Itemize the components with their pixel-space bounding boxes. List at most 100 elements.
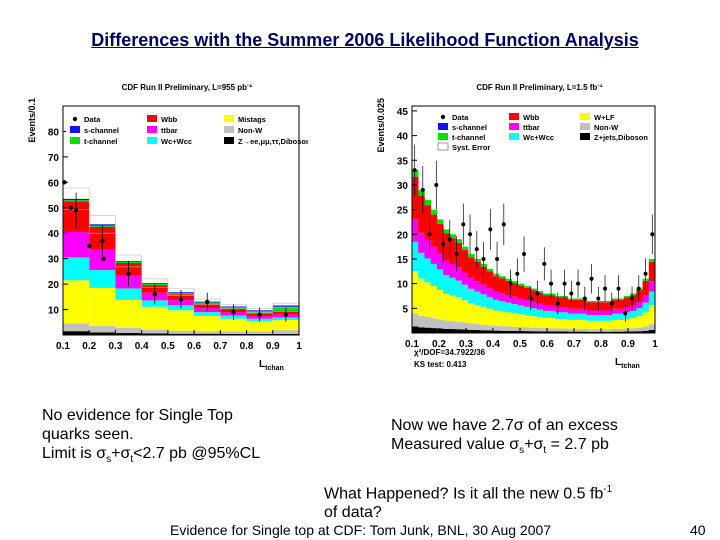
right-bar-ttbar bbox=[480, 284, 488, 295]
left-bar-wcc bbox=[89, 270, 116, 288]
right-bar-t_channel bbox=[505, 278, 512, 281]
right-legend-swatch bbox=[580, 123, 590, 130]
right-bar-ttbar bbox=[630, 305, 637, 311]
right-bar-wcc bbox=[524, 306, 531, 316]
right-bar-wbb bbox=[412, 176, 419, 220]
right-bar-mistags bbox=[555, 318, 562, 329]
left-xtick-label: 0.6 bbox=[187, 341, 201, 352]
right-bar-wbb bbox=[598, 302, 606, 311]
left-bar-wcc bbox=[194, 312, 221, 316]
right-bar-mistags bbox=[493, 310, 500, 326]
right-bar-wcc bbox=[567, 313, 575, 320]
right-bar-dibosons bbox=[623, 331, 631, 333]
right-bar-ttbar bbox=[567, 308, 575, 314]
right-bar-wbb bbox=[486, 271, 494, 289]
right-bar-wbb bbox=[511, 283, 519, 297]
right-bar-nonw bbox=[636, 327, 643, 332]
left-bar-nonw bbox=[63, 323, 90, 332]
left-data-point bbox=[257, 312, 262, 317]
right-bar-t_channel bbox=[574, 298, 581, 300]
right-data-point bbox=[636, 286, 641, 291]
right-bar-dibosons bbox=[443, 328, 450, 333]
right-legend-swatch bbox=[580, 133, 590, 140]
left-note-line3: Limit is σs+σt<2.7 pb @95%CL bbox=[42, 445, 261, 466]
right-bar-wcc bbox=[574, 313, 581, 320]
left-legend-marker-data bbox=[72, 116, 78, 122]
right-bar-nonw bbox=[623, 328, 631, 332]
right-bar-nonw bbox=[617, 328, 625, 332]
right-bar-wcc bbox=[648, 291, 656, 305]
slide-title: Differences with the Summer 2006 Likelih… bbox=[91, 30, 639, 50]
left-ytick-label: 50 bbox=[48, 204, 60, 215]
right-bar-ttbar bbox=[418, 232, 425, 253]
right-data-point bbox=[454, 252, 459, 257]
left-xtick-label: 0.4 bbox=[135, 341, 149, 352]
right-bar-wcc bbox=[474, 291, 481, 305]
right-bar-ttbar bbox=[499, 293, 506, 302]
right-bar-wcc bbox=[636, 308, 643, 317]
left-bar-dibosons bbox=[272, 333, 299, 335]
right-bar-wbb bbox=[580, 299, 587, 309]
right-bar-wbb bbox=[474, 261, 481, 282]
right-bar-mistags bbox=[549, 317, 556, 329]
left-title: CDF Run II Preliminary, L=955 pb-1 bbox=[122, 84, 253, 92]
left-data-point bbox=[126, 271, 131, 277]
right-data-point bbox=[468, 232, 473, 237]
right-bar-nonw bbox=[524, 327, 531, 332]
right-bar-mistags bbox=[461, 300, 469, 323]
right-legend-label: Syst. Error bbox=[452, 143, 490, 152]
left-data-point bbox=[178, 297, 184, 302]
right-bar-mistags bbox=[561, 318, 569, 329]
right-bar-nonw bbox=[611, 328, 618, 332]
right-bar-wcc bbox=[555, 312, 562, 319]
right-bar-nonw bbox=[605, 329, 612, 332]
right-bar-mistags bbox=[623, 318, 631, 329]
right-bar-mistags bbox=[511, 313, 519, 327]
right-legend-swatch bbox=[509, 133, 519, 140]
left-legend-label: Wc+Wcc bbox=[161, 137, 192, 146]
right-bar-mistags bbox=[598, 320, 606, 330]
right-xtick-label: 0.2 bbox=[432, 339, 446, 350]
right-bar-ttbar bbox=[468, 277, 475, 289]
right-bar-wcc bbox=[443, 274, 450, 294]
right-bar-nonw bbox=[449, 321, 456, 330]
left-bar-nonw bbox=[141, 329, 168, 334]
right-bar-wcc bbox=[598, 315, 606, 321]
right-bar-wcc bbox=[580, 313, 587, 320]
right-xtick-label: 0.7 bbox=[567, 339, 581, 350]
left-legend-swatch bbox=[147, 115, 157, 122]
right-bar-mistags bbox=[648, 304, 656, 325]
left-bar-s_channel bbox=[272, 305, 299, 307]
right-bar-t_channel bbox=[468, 254, 475, 258]
right-bar-nonw bbox=[530, 327, 537, 332]
right-bar-dibosons bbox=[561, 331, 569, 333]
right-bar-wcc bbox=[436, 269, 444, 290]
right-stat-line2: KS test: 0.413 bbox=[414, 360, 467, 369]
left-bar-ttbar bbox=[63, 231, 90, 258]
right-bar-t_channel bbox=[449, 234, 456, 239]
left-bar-nonw bbox=[167, 330, 195, 334]
right-bar-wbb bbox=[623, 297, 631, 308]
right-bar-mistags bbox=[517, 314, 525, 328]
right-title: CDF Run II Preliminary, L=1.5 fb-1 bbox=[476, 84, 603, 92]
right-bar-ttbar bbox=[555, 307, 562, 313]
right-bar-ttbar bbox=[536, 303, 544, 310]
right-bar-nonw bbox=[517, 327, 525, 332]
right-bar-dibosons bbox=[455, 329, 463, 333]
right-data-point bbox=[643, 271, 648, 276]
left-bar-nonw bbox=[246, 331, 273, 334]
right-bar-ttbar bbox=[623, 307, 631, 313]
right-bar-mistags bbox=[418, 278, 425, 316]
right-bar-wcc bbox=[412, 241, 419, 272]
right-bar-ttbar bbox=[580, 308, 587, 314]
right-bar-dibosons bbox=[555, 331, 562, 333]
right-bar-nonw bbox=[474, 324, 481, 331]
right-legend-label: W+LF bbox=[594, 113, 615, 122]
right-bar-wcc bbox=[455, 280, 463, 298]
left-data-point bbox=[231, 309, 236, 315]
right-bar-t_channel bbox=[436, 219, 444, 225]
right-ytick-label: 45 bbox=[397, 107, 409, 118]
right-bar-mistags bbox=[474, 304, 481, 325]
right-bar-mistags bbox=[443, 293, 450, 321]
right-bar-wcc bbox=[424, 258, 431, 283]
